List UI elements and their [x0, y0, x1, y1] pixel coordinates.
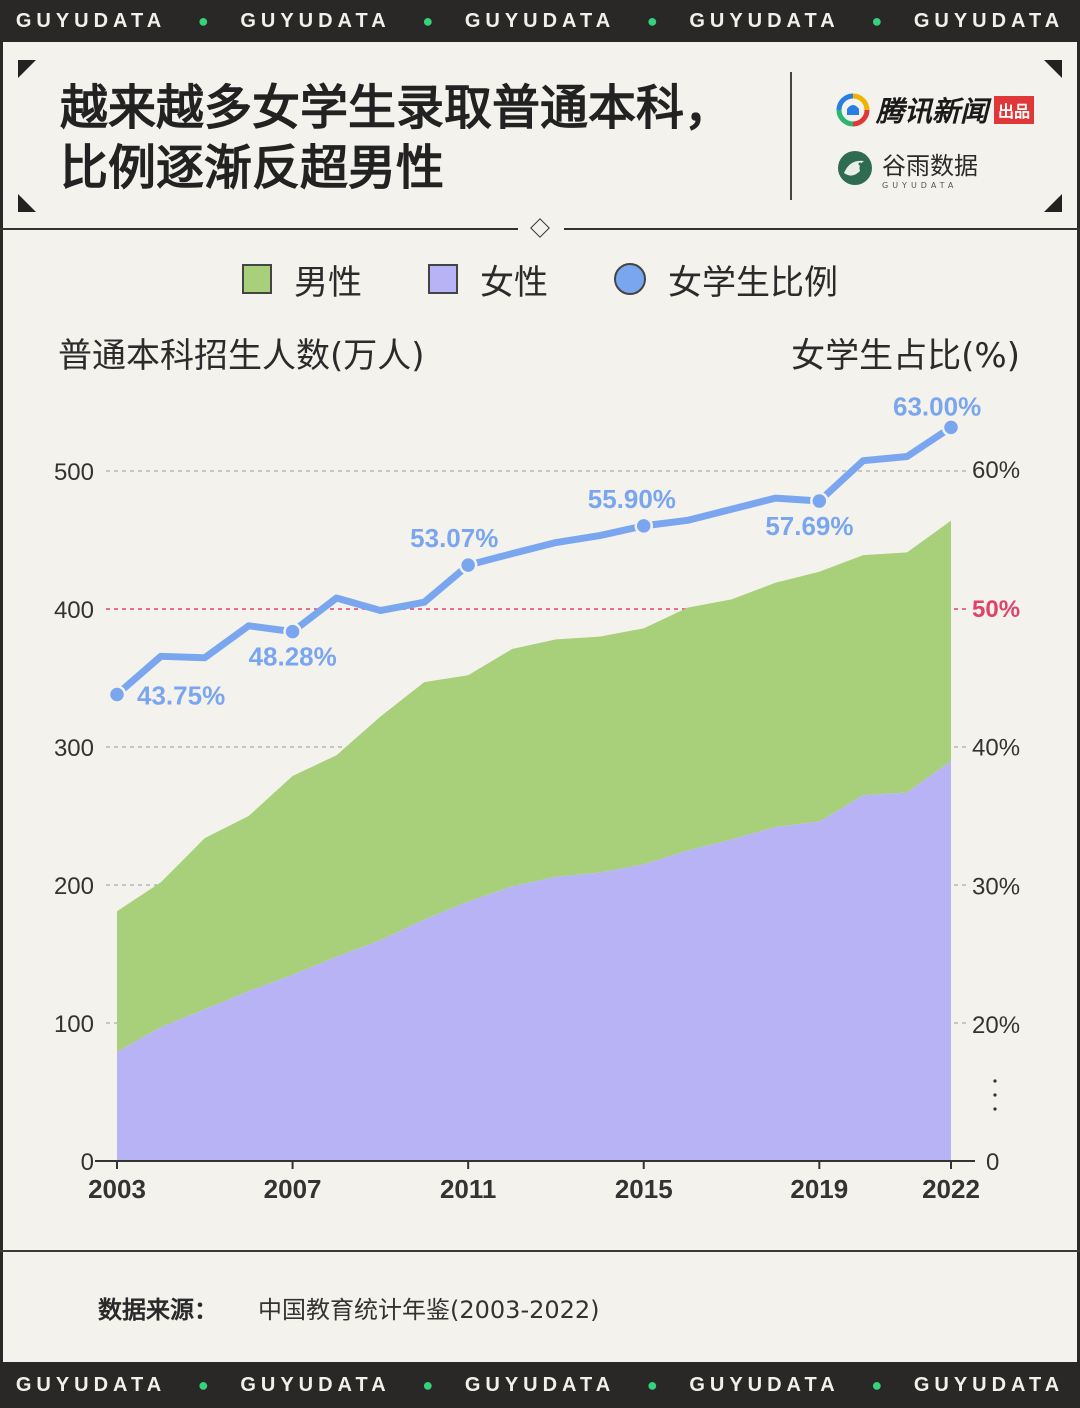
left-tick-label: 0	[81, 1149, 94, 1176]
legend-label-ratio: 女学生比例	[668, 262, 838, 303]
ratio-data-label: 53.07%	[410, 523, 498, 553]
frame-left	[0, 42, 3, 1362]
left-tick-label: 300	[54, 735, 94, 762]
legend-label-male: 男性	[294, 262, 362, 303]
band-text: GUYUDATA	[464, 9, 616, 32]
corner-mark	[1044, 194, 1062, 212]
band-text: GUYUDATA	[913, 9, 1065, 32]
footer-rule	[0, 1250, 1080, 1252]
male-area	[117, 520, 951, 1052]
band-text: GUYUDATA	[464, 1373, 616, 1396]
right-tick-label: 30%	[972, 873, 1020, 900]
axis-break-dot	[993, 1079, 997, 1083]
frame-right	[1077, 42, 1080, 1362]
right-tick-label: 20%	[972, 1012, 1020, 1039]
ratio-data-label: 48.28%	[249, 642, 337, 672]
left-tick-label: 100	[54, 1011, 94, 1038]
ratio-point-marker	[283, 622, 302, 641]
right-tick-label: 40%	[972, 735, 1020, 762]
band-text: GUYUDATA	[689, 1373, 840, 1396]
band-text: GUYUDATA	[689, 9, 840, 32]
x-tick-label: 2011	[440, 1174, 496, 1204]
x-tick-label: 2007	[264, 1174, 322, 1204]
band-dot: ●	[871, 10, 883, 31]
top-band: GUYUDATA ● GUYUDATA ● GUYUDATA ● GUYUDATA ● …	[0, 0, 1080, 42]
tencent-news-logo-icon	[836, 93, 870, 127]
legend-item-male: 男性	[242, 255, 362, 304]
legend-item-female: 女性	[428, 255, 548, 304]
x-tick-label: 2015	[615, 1174, 673, 1204]
band-text: GUYUDATA	[15, 1373, 167, 1396]
x-tick-label: 2019	[790, 1174, 848, 1204]
x-tick-label: 2003	[88, 1174, 146, 1204]
corner-mark	[18, 194, 36, 212]
bottom-band: GUYUDATA ● GUYUDATA ● GUYUDATA ● GUYUDATA ● …	[0, 1362, 1080, 1408]
band-text: GUYUDATA	[15, 9, 167, 32]
title-line-1: 越来越多女学生录取普通本科，	[60, 80, 733, 136]
guyu-data-brand: 谷雨数据 GUYUDATA	[836, 146, 978, 190]
page-title: 越来越多女学生录取普通本科， 比例逐渐反超男性	[60, 78, 780, 198]
brand2-sub: GUYUDATA	[882, 181, 958, 190]
corner-mark	[1044, 60, 1062, 78]
right-axis-title: 女学生占比(%)	[791, 336, 1020, 376]
legend-swatch-ratio	[614, 263, 646, 295]
axis-break-dot	[993, 1107, 997, 1111]
right-tick-label: 50%	[972, 596, 1020, 623]
legend-item-ratio: 女学生比例	[614, 255, 838, 304]
tencent-news-brand: 腾讯新闻 出品	[836, 90, 1035, 130]
band-dot: ●	[646, 1374, 658, 1395]
ratio-data-label: 57.69%	[765, 511, 853, 541]
legend-label-female: 女性	[480, 262, 548, 303]
ratio-data-label: 55.90%	[588, 484, 676, 514]
ratio-point-marker	[634, 516, 653, 536]
band-dot: ●	[871, 1374, 883, 1395]
source-value: 中国教育统计年鉴(2003-2022)	[258, 1296, 600, 1324]
data-source: 数据来源： 中国教育统计年鉴(2003-2022)	[98, 1290, 600, 1325]
chart-canvas: 2003 2007 2011 2015 2019 20220100200300400500…	[54, 389, 1020, 1204]
band-text: GUYUDATA	[240, 1373, 391, 1396]
x-tick-label: 2022	[922, 1174, 980, 1204]
right-tick-label: 0	[986, 1149, 999, 1176]
ratio-point-marker	[458, 555, 478, 575]
female-area	[117, 760, 951, 1161]
corner-mark	[18, 60, 36, 78]
ratio-point-marker	[941, 418, 961, 437]
title-line-2: 比例逐渐反超男性	[60, 140, 445, 196]
ratio-point-marker	[810, 491, 829, 511]
left-axis-title: 普通本科招生人数(万人)	[58, 336, 425, 376]
band-text: GUYUDATA	[913, 1373, 1065, 1396]
legend-swatch-male	[242, 264, 272, 294]
band-dot: ●	[422, 1374, 434, 1395]
right-tick-label: 60%	[972, 457, 1020, 484]
header-rule-left	[0, 228, 518, 230]
ratio-point-marker	[107, 685, 127, 704]
source-label: 数据来源：	[98, 1296, 218, 1324]
header-rule-right	[564, 228, 1080, 230]
brand1-name: 腾讯新闻	[876, 95, 989, 128]
legend-swatch-female	[428, 264, 458, 294]
band-dot: ●	[197, 1374, 209, 1395]
ratio-data-label: 63.00%	[893, 391, 981, 421]
band-text: GUYUDATA	[240, 9, 391, 32]
left-tick-label: 500	[54, 459, 94, 486]
axis-break-dot	[993, 1093, 997, 1097]
divider	[790, 72, 792, 200]
band-dot: ●	[646, 10, 658, 31]
chart-legend: 男性 女性 女学生比例	[0, 255, 1080, 304]
left-tick-label: 400	[54, 597, 94, 624]
guyu-bird-logo-icon	[838, 151, 872, 185]
left-tick-label: 200	[54, 873, 94, 900]
band-dot: ●	[197, 10, 209, 31]
brand2-name: 谷雨数据	[882, 152, 978, 180]
ratio-data-label: 43.75%	[137, 680, 225, 710]
band-dot: ●	[422, 10, 434, 31]
brand1-badge: 出品	[994, 96, 1035, 124]
header: 越来越多女学生录取普通本科， 比例逐渐反超男性 腾讯新闻 出品 谷雨数据 GUY…	[0, 42, 1080, 230]
